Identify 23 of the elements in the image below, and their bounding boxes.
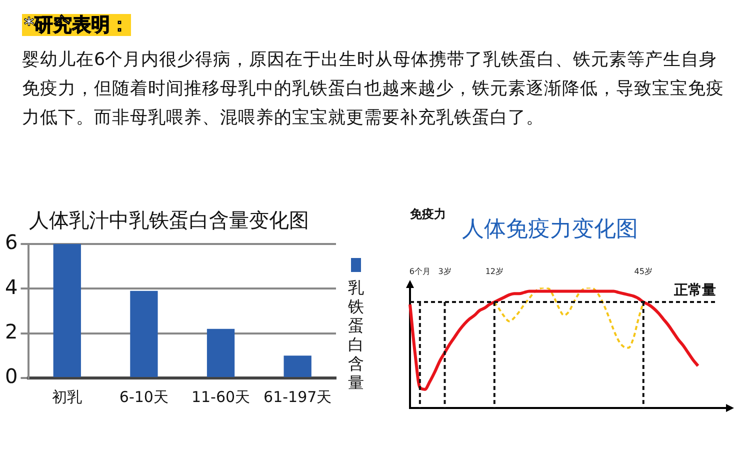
- x-tick-label: 6个月: [409, 266, 430, 276]
- ref-line-label: 正常量: [673, 282, 716, 299]
- y-tick-label: 6: [4, 230, 18, 254]
- x-tick-label: 3岁: [438, 266, 452, 276]
- text: 婴幼儿在6个月内很少得病，原因在于出生时从母体携带了乳铁蛋白、铁元素等产生自身免疫力，但随着时间推移母乳中的乳铁蛋白也越来越少，铁元素逐渐降低，导致宝宝免疫力低下。而非母乳喂养、混喂养的宝宝就更需要补充乳铁蛋白了。: [22, 49, 725, 130]
- x-tick-label: 45岁: [634, 266, 652, 276]
- y-tick-label: 0: [4, 364, 18, 388]
- bar: [130, 290, 158, 377]
- legend-label: 乳铁蛋白含量: [347, 278, 365, 392]
- bar: [206, 328, 235, 377]
- chart-title: 人体免疫力变化图: [462, 216, 638, 244]
- bar: [53, 244, 81, 377]
- x-tick-label: 初乳: [52, 388, 82, 406]
- text: *研究表明：: [22, 14, 131, 36]
- x-tick-label: 12岁: [485, 266, 504, 276]
- x-tick-label: 11-60天: [191, 388, 250, 406]
- bar: [284, 356, 312, 377]
- y-tick-label: 2: [4, 320, 18, 344]
- x-tick-label: 61-197天: [264, 388, 332, 406]
- y-tick-label: 4: [4, 274, 18, 299]
- y-axis-title: 免疫力: [410, 206, 446, 223]
- chart-title: 人体乳汁中乳铁蛋白含量变化图: [29, 208, 309, 232]
- x-tick-label: 6-10天: [119, 388, 168, 406]
